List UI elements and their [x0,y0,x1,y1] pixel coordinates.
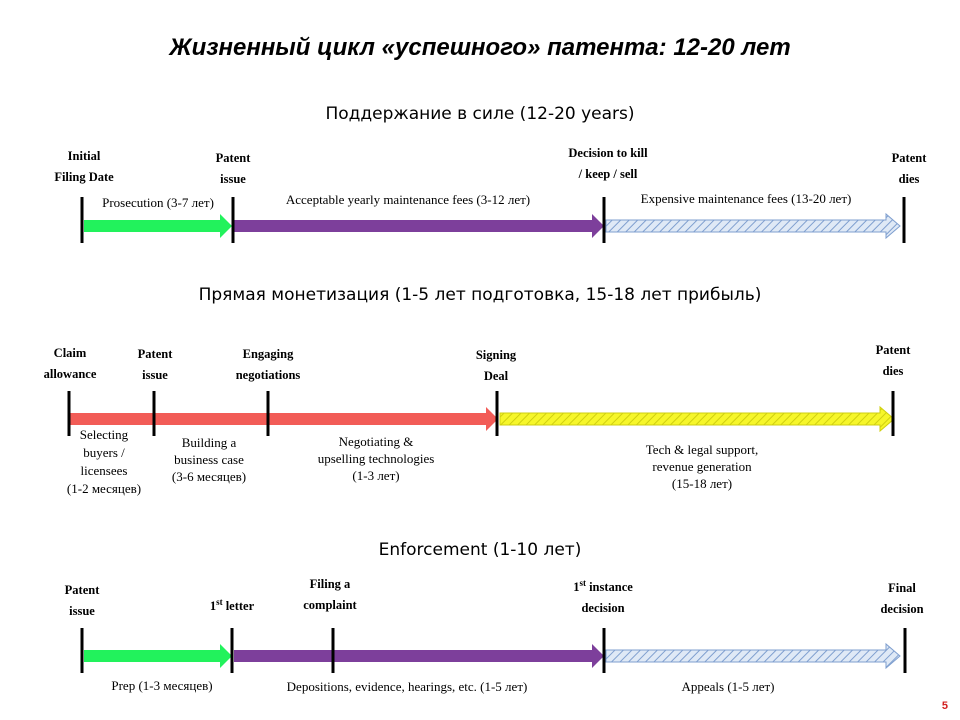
caption-expensive-fees: Expensive maintenance fees (13-20 лет) [640,191,852,206]
caption-appeals: Appeals (1-5 лет) [681,679,775,694]
label-decision: Decision to kill / keep / sell [568,146,648,181]
caption-prep: Prep (1-3 месяцев) [111,678,213,693]
caption-prosecution: Prosecution (3-7 лет) [102,195,214,210]
caption-acceptable-fees: Acceptable yearly maintenance fees (3-12… [285,192,531,207]
label-first-instance: 1st instance decision [573,578,633,616]
revenue-arrow [499,405,895,433]
label-signing-deal: Signing Deal [475,348,517,383]
caption-negotiating: Negotiating & upselling technologies (1-… [317,434,435,483]
depositions-arrow [234,644,604,668]
prosecution-arrow [84,214,232,238]
section1-arrows [84,212,901,240]
label-filing-complaint: Filing a complaint [303,577,357,612]
caption-selecting: Selecting buyers / licensees (1-2 месяце… [66,427,142,496]
label-claim-allowance: Claim allowance [43,346,97,381]
section3-arrows [84,642,901,670]
expensive-fees-arrow [605,212,901,240]
label-patent-issue-3: Patent issue [64,583,100,618]
label-final-decision: Final decision [880,581,924,616]
section1-heading: Поддержание в силе (12-20 years) [325,104,635,124]
label-patent-issue: Patent issue [215,151,251,186]
caption-building: Building a business case (3-6 месяцев) [171,435,247,484]
caption-depositions: Depositions, evidence, hearings, etc. (1… [286,679,528,694]
appeals-arrow [605,642,901,670]
label-patent-dies: Patent dies [891,151,927,186]
section3-heading: Enforcement (1-10 лет) [378,540,582,560]
section1-markers [80,197,906,243]
section2-markers [67,391,895,436]
label-patent-issue-2: Patent issue [137,347,173,382]
label-patent-dies-2: Patent dies [875,343,911,378]
page-number: 5 [941,700,948,712]
label-engaging: Engaging negotiations [235,347,301,382]
section2-arrows [70,405,895,433]
prep-arrow [84,644,232,668]
section3-markers [80,628,907,673]
preparation-arrow [70,407,498,431]
caption-tech-support: Tech & legal support, revenue generation… [645,442,759,491]
acceptable-fees-arrow [234,214,604,238]
label-initial-filing: Initial Filing Date [54,149,114,184]
label-first-letter: 1st letter [209,597,255,614]
page-title: Жизненный цикл «успешного» патента: 12-2… [169,34,791,61]
section2-heading: Прямая монетизация (1-5 лет подготовка, … [198,285,762,305]
